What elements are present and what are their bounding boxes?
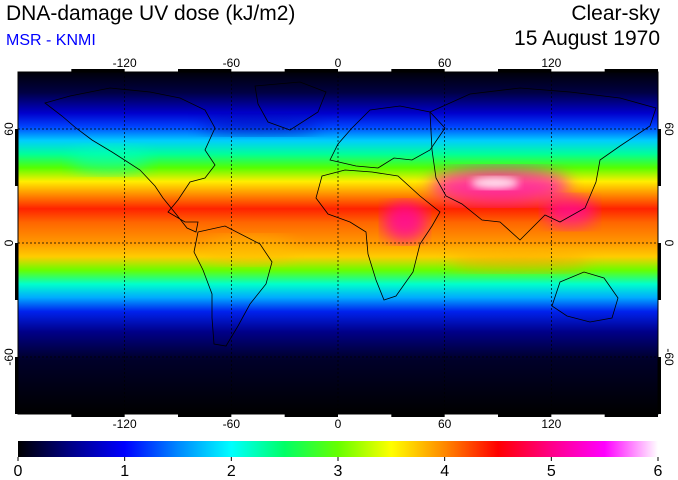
coast-greenland bbox=[254, 81, 327, 131]
graticule bbox=[15, 69, 661, 417]
frame-bar bbox=[391, 69, 445, 72]
frame-bar bbox=[604, 69, 658, 72]
coast-south-america bbox=[193, 225, 273, 347]
lat-label-left: 60 bbox=[2, 122, 16, 136]
lon-label-top: 120 bbox=[541, 56, 561, 70]
frame-bar bbox=[498, 414, 552, 417]
frame-bar bbox=[658, 357, 661, 414]
lat-label-right: 0 bbox=[662, 240, 676, 247]
lat-label-right: -60 bbox=[662, 348, 676, 366]
frame-bar bbox=[604, 414, 658, 417]
colorbar-tick-label: 5 bbox=[547, 463, 556, 480]
lon-label-top: -60 bbox=[223, 56, 241, 70]
lon-label-top: 60 bbox=[438, 56, 452, 70]
lat-label-right: 60 bbox=[662, 122, 676, 136]
colorbar bbox=[18, 441, 658, 457]
coast-africa bbox=[315, 169, 441, 301]
sky-condition: Clear-sky bbox=[571, 2, 660, 25]
frame-bar bbox=[284, 414, 338, 417]
frame-bar bbox=[498, 69, 552, 72]
frame-bar bbox=[178, 414, 232, 417]
frame-bar bbox=[15, 357, 18, 414]
colorbar-tick-label: 2 bbox=[227, 463, 236, 480]
frame-bar bbox=[658, 243, 661, 300]
coast-north-america bbox=[44, 87, 216, 233]
lat-label-left: 0 bbox=[2, 239, 16, 246]
lon-label-top: -120 bbox=[113, 56, 137, 70]
coast-asia bbox=[429, 87, 657, 241]
axis-labels: -120 -120 -60 -60 0 0 60 60 120 120 60 60 0 0 -60 -60 bbox=[2, 56, 676, 431]
colorbar-tick-label: 1 bbox=[120, 463, 129, 480]
lat-label-left: -60 bbox=[2, 348, 16, 366]
lon-label-bottom: 0 bbox=[335, 417, 342, 431]
coast-australia bbox=[551, 271, 619, 323]
frame-bar bbox=[391, 414, 445, 417]
map-date: 15 August 1970 bbox=[514, 27, 660, 50]
frame-bar bbox=[71, 69, 125, 72]
frame-bar bbox=[658, 129, 661, 186]
frame-bar bbox=[15, 129, 18, 186]
map-title: DNA-damage UV dose (kJ/m2) bbox=[6, 2, 296, 25]
lon-label-bottom: 120 bbox=[541, 417, 561, 431]
frame-bar bbox=[178, 69, 232, 72]
colorbar-tick-label: 4 bbox=[440, 463, 449, 480]
credit-label: MSR - KNMI bbox=[6, 32, 96, 49]
frame-bar bbox=[15, 243, 18, 300]
colorbar-tick-label: 6 bbox=[654, 463, 663, 480]
colorbar-tick-label: 0 bbox=[14, 463, 23, 480]
lon-label-bottom: 60 bbox=[438, 417, 452, 431]
lon-label-top: 0 bbox=[335, 56, 342, 70]
frame-bar bbox=[71, 414, 125, 417]
frame-bar bbox=[284, 69, 338, 72]
lon-label-bottom: -120 bbox=[113, 417, 137, 431]
colorbar-tick-label: 3 bbox=[334, 463, 343, 480]
lon-label-bottom: -60 bbox=[223, 417, 241, 431]
colorbar-labels: 0 1 2 3 4 5 6 bbox=[14, 457, 663, 480]
